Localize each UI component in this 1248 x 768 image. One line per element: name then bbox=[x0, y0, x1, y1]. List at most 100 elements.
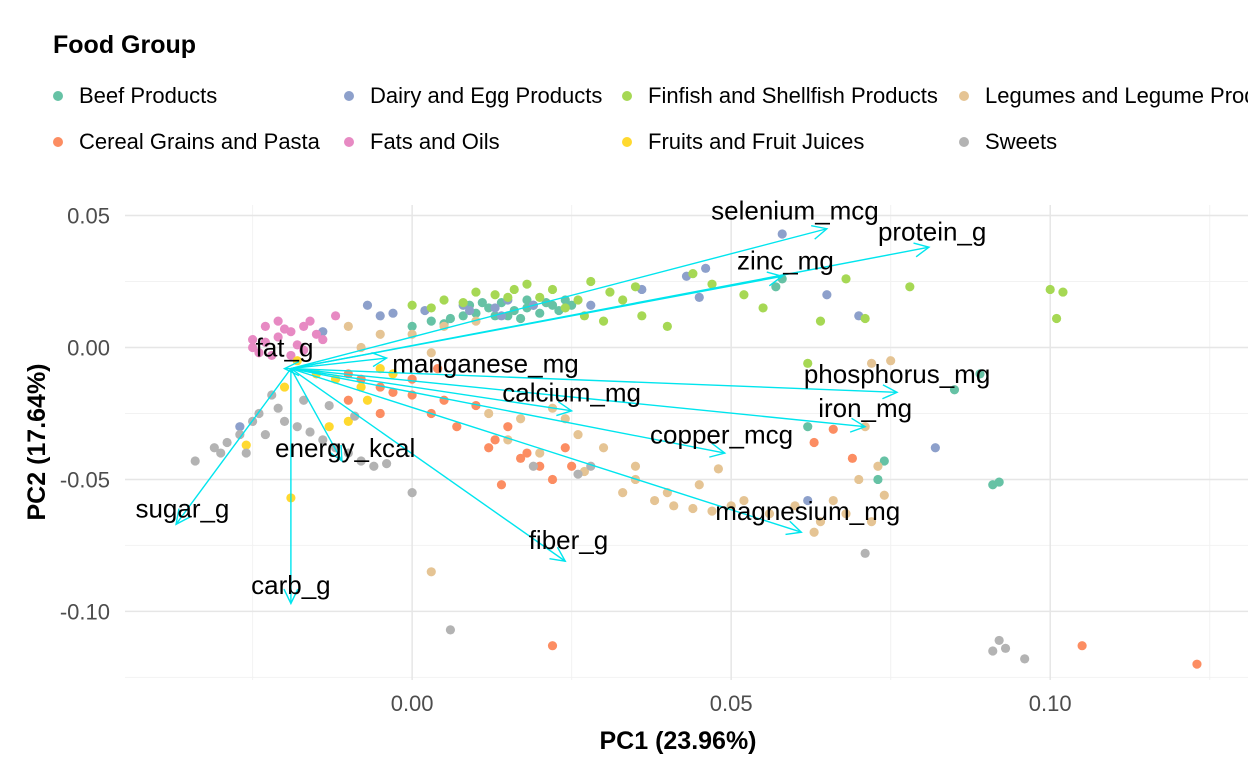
point-fats-and-oils bbox=[299, 345, 309, 355]
point-cereal-grains-and-pasta bbox=[828, 424, 838, 434]
arrowhead-zinc_mg bbox=[766, 271, 784, 287]
point-sweets bbox=[190, 456, 200, 466]
point-beef-products bbox=[873, 474, 883, 485]
point-cereal-grains-and-pasta bbox=[847, 453, 857, 463]
point-legumes-and-legume-products bbox=[707, 506, 717, 516]
point-cereal-grains-and-pasta bbox=[496, 480, 507, 490]
point-fruits-and-fruit-juices bbox=[356, 382, 366, 392]
point-legumes-and-legume-products bbox=[879, 490, 889, 500]
legend-label: Fruits and Fruit Juices bbox=[648, 129, 865, 154]
point-finfish-and-shellfish-products bbox=[1045, 284, 1055, 295]
loading-label-iron_mg: iron_mg bbox=[818, 393, 912, 423]
axis-tick-labels: 0.00 0.05 0.10 0.05 0.00 -0.05 -0.10 bbox=[60, 204, 1072, 716]
point-beef-products bbox=[484, 303, 494, 313]
arrowhead-copper_mcg bbox=[709, 442, 727, 458]
point-fruits-and-fruit-juices bbox=[324, 422, 334, 432]
point-fats-and-oils bbox=[279, 324, 290, 334]
arrowhead-manganese_mg bbox=[371, 352, 389, 368]
point-cereal-grains-and-pasta bbox=[452, 422, 462, 432]
point-finfish-and-shellfish-products bbox=[739, 290, 749, 300]
point-sweets bbox=[528, 461, 538, 471]
legend-item-finfish: Finfish and Shellfish Products bbox=[622, 82, 938, 110]
arrowhead-fiber_g bbox=[549, 546, 567, 563]
point-legumes-and-legume-products bbox=[343, 321, 353, 331]
arrowhead-carb_g bbox=[283, 588, 299, 606]
point-dairy-and-egg-products bbox=[701, 263, 711, 273]
point-cereal-grains-and-pasta bbox=[375, 408, 385, 419]
legend-swatch bbox=[959, 137, 969, 147]
point-sweets bbox=[573, 469, 583, 479]
point-cereal-grains-and-pasta bbox=[388, 387, 398, 397]
point-legumes-and-legume-products bbox=[618, 488, 628, 498]
loading-label-carb_g: carb_g bbox=[251, 570, 331, 600]
legend-swatch bbox=[344, 137, 354, 147]
point-finfish-and-shellfish-products bbox=[815, 316, 826, 326]
point-finfish-and-shellfish-products bbox=[841, 274, 851, 284]
point-sweets bbox=[860, 548, 870, 558]
point-dairy-and-egg-products bbox=[930, 443, 940, 453]
loading-label-manganese_mg: manganese_mg bbox=[392, 348, 578, 378]
y-tick-label: 0.00 bbox=[67, 336, 110, 361]
point-cereal-grains-and-pasta bbox=[433, 364, 443, 374]
loading-label-fiber_g: fiber_g bbox=[529, 525, 609, 555]
point-finfish-and-shellfish-products bbox=[688, 269, 698, 279]
arrowhead-energy_kcal bbox=[328, 444, 343, 463]
point-fats-and-oils bbox=[260, 321, 270, 331]
point-legumes-and-legume-products bbox=[726, 501, 736, 511]
point-fruits-and-fruit-juices bbox=[279, 382, 290, 392]
point-fats-and-oils bbox=[311, 329, 322, 339]
point-finfish-and-shellfish-products bbox=[490, 290, 500, 300]
point-beef-products bbox=[771, 282, 781, 292]
loading-label-magnesium_mg: magnesium_mg bbox=[715, 496, 900, 526]
point-beef-products bbox=[522, 295, 532, 305]
point-fats-and-oils bbox=[273, 332, 283, 342]
point-sweets bbox=[241, 448, 251, 458]
point-cereal-grains-and-pasta bbox=[490, 435, 500, 445]
point-beef-products bbox=[426, 316, 436, 326]
point-legumes-and-legume-products bbox=[669, 501, 679, 511]
point-beef-products bbox=[407, 321, 417, 331]
loading-label-calcium_mg: calcium_mg bbox=[502, 377, 641, 407]
point-sweets bbox=[356, 456, 366, 466]
point-fruits-and-fruit-juices bbox=[241, 440, 251, 450]
point-finfish-and-shellfish-products bbox=[630, 282, 641, 292]
arrow-fiber_g bbox=[290, 368, 566, 562]
arrow-sugar_g bbox=[175, 368, 292, 525]
point-cereal-grains-and-pasta bbox=[375, 382, 385, 392]
point-finfish-and-shellfish-products bbox=[522, 279, 532, 289]
point-beef-products bbox=[803, 422, 813, 432]
point-fruits-and-fruit-juices bbox=[375, 364, 385, 374]
x-tick-label: 0.05 bbox=[710, 691, 753, 716]
point-beef-products bbox=[975, 369, 985, 379]
y-tick-label: 0.05 bbox=[67, 204, 110, 229]
point-sweets bbox=[279, 416, 290, 426]
point-finfish-and-shellfish-products bbox=[803, 358, 813, 368]
arrowhead-iron_mg bbox=[849, 417, 867, 433]
x-tick-label: 0.00 bbox=[391, 691, 434, 716]
point-sweets bbox=[382, 459, 392, 469]
loading-label-copper_mcg: copper_mcg bbox=[650, 420, 793, 450]
legend-item-beef: Beef Products bbox=[53, 82, 217, 110]
point-cereal-grains-and-pasta bbox=[484, 443, 494, 453]
point-legumes-and-legume-products bbox=[841, 509, 851, 519]
point-finfish-and-shellfish-products bbox=[509, 284, 519, 295]
point-dairy-and-egg-products bbox=[777, 229, 787, 239]
point-dairy-and-egg-products bbox=[362, 300, 373, 310]
point-legumes-and-legume-products bbox=[471, 316, 481, 326]
point-cereal-grains-and-pasta bbox=[535, 461, 545, 471]
point-sweets bbox=[216, 448, 226, 458]
point-fruits-and-fruit-juices bbox=[362, 395, 373, 405]
point-legumes-and-legume-products bbox=[573, 429, 583, 440]
point-beef-products bbox=[994, 477, 1004, 487]
point-legumes-and-legume-products bbox=[598, 443, 609, 453]
point-sweets bbox=[350, 411, 360, 421]
loading-label-fat_g: fat_g bbox=[256, 333, 314, 363]
point-legumes-and-legume-products bbox=[516, 414, 526, 424]
point-sweets bbox=[318, 435, 328, 445]
point-legumes-and-legume-products bbox=[375, 329, 385, 339]
point-legumes-and-legume-products bbox=[828, 495, 838, 506]
arrow-phosphorus_mg bbox=[290, 367, 898, 394]
arrow-iron_mg bbox=[290, 367, 866, 428]
point-cereal-grains-and-pasta bbox=[547, 641, 558, 651]
